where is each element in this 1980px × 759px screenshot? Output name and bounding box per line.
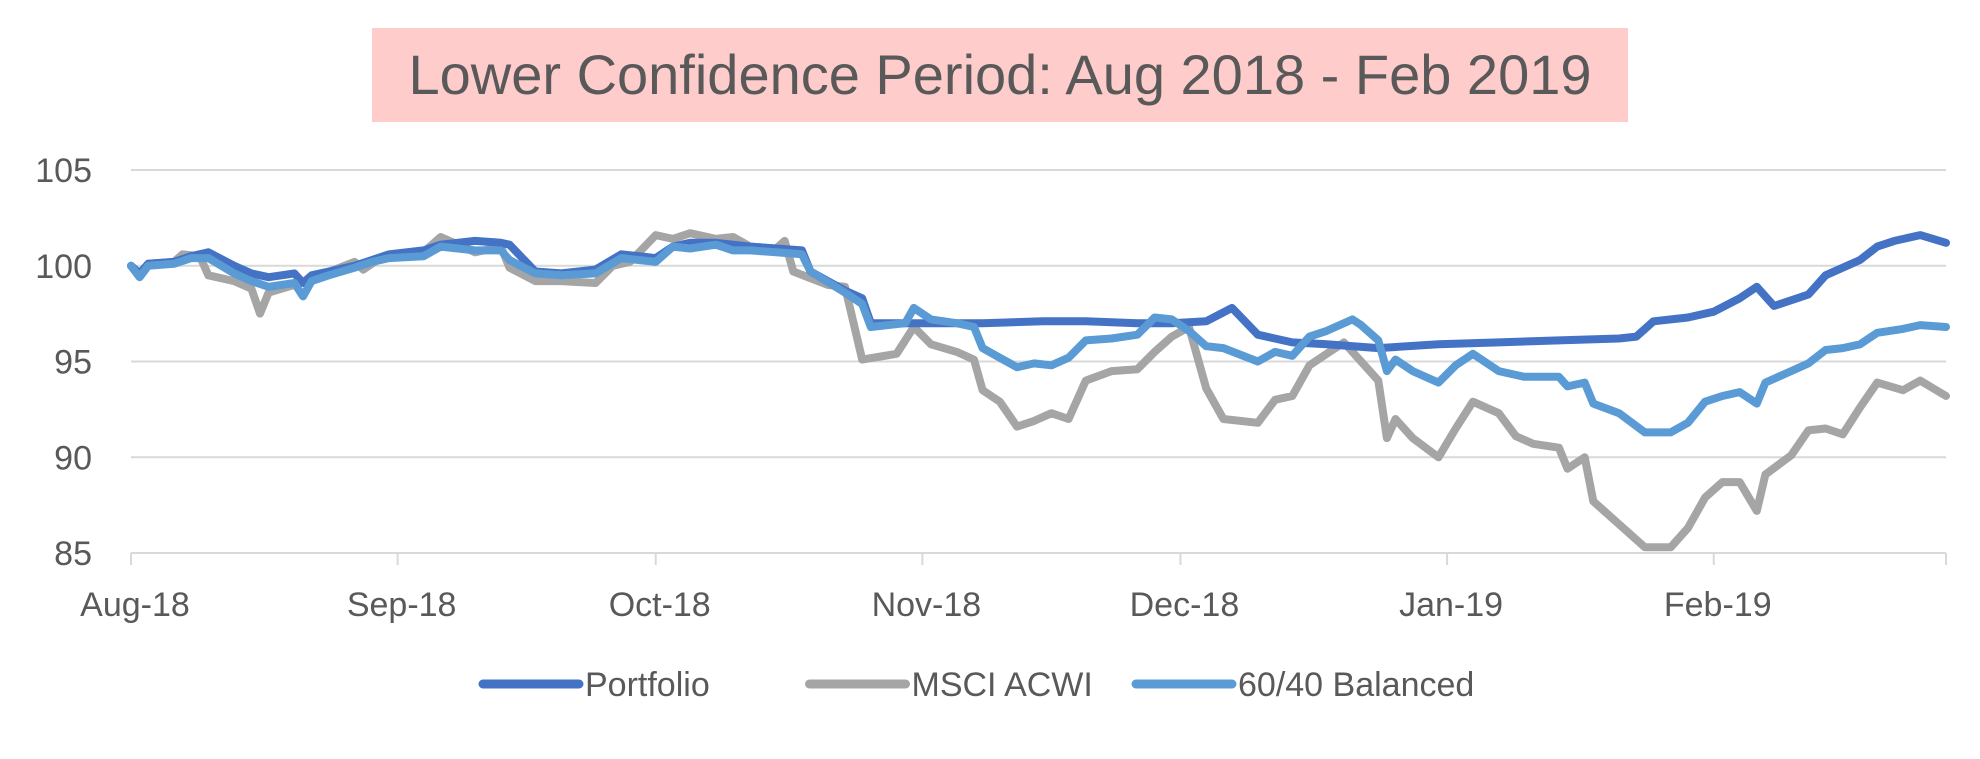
legend-label-portfolio: Portfolio xyxy=(585,666,710,704)
gridlines xyxy=(131,169,1946,459)
x-tick-label: Feb-19 xyxy=(1664,586,1772,624)
series-line-msci-acwi xyxy=(127,229,1950,552)
x-tick-label: Sep-18 xyxy=(347,586,457,624)
x-tick-label: Jan-19 xyxy=(1399,586,1503,624)
series-lines xyxy=(127,229,1950,552)
y-tick-label: 95 xyxy=(54,344,92,382)
y-tick-label: 85 xyxy=(54,535,92,573)
x-tick-label: Oct-18 xyxy=(609,586,711,624)
chart-title: Lower Confidence Period: Aug 2018 - Feb … xyxy=(408,43,1591,106)
series-line-60-40-balanced xyxy=(127,240,1950,437)
title-background xyxy=(372,28,1628,122)
x-tick-label: Nov-18 xyxy=(872,586,982,624)
series-line-portfolio xyxy=(127,231,1950,353)
y-axis: 85 90 95 100 105 xyxy=(35,152,92,573)
x-axis: Aug-18 Sep-18 Oct-18 Nov-18 Dec-18 Jan-19 Feb-… xyxy=(80,552,1947,624)
x-tick-label: Dec-18 xyxy=(1130,586,1240,624)
y-tick-label: 100 xyxy=(35,248,92,286)
legend: Portfolio MSCI ACWI 60/40 Balanced xyxy=(478,666,1474,704)
x-tick-label: Aug-18 xyxy=(80,586,190,624)
legend-label-60-40-balanced: 60/40 Balanced xyxy=(1238,666,1474,704)
legend-label-msci-acwi: MSCI ACWI xyxy=(912,666,1093,704)
y-tick-label: 105 xyxy=(35,152,92,190)
y-tick-label: 90 xyxy=(54,439,92,477)
